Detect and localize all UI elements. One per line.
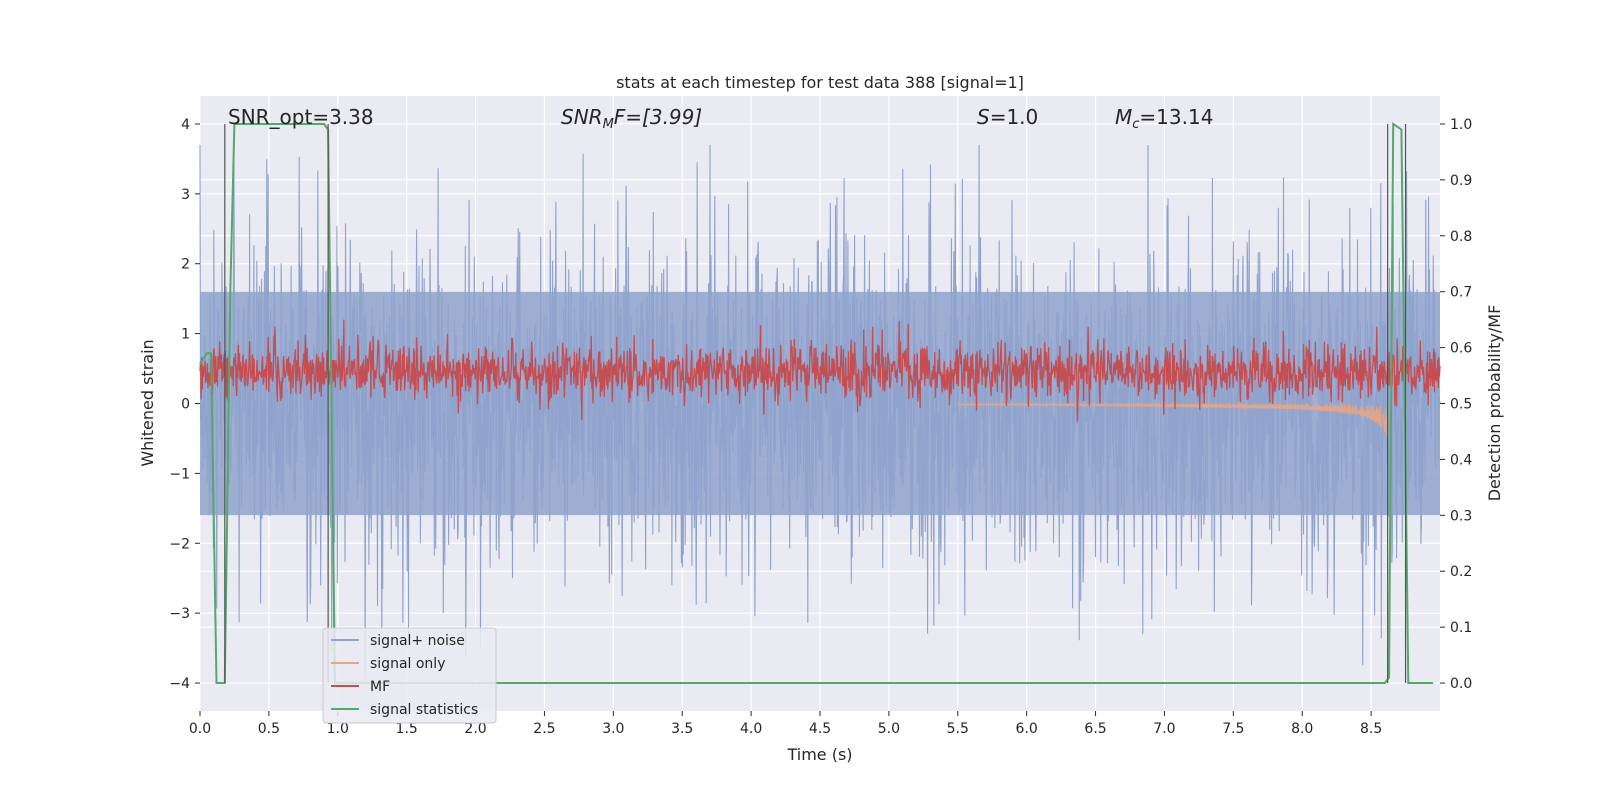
y-tick-label: 2 [181, 257, 190, 273]
x-tick-label: 5.5 [947, 721, 969, 737]
x-tick-label: 5.0 [878, 721, 900, 737]
y2-tick-label: 0.7 [1450, 285, 1472, 301]
y-tick-label: −3 [169, 606, 190, 622]
series-signal-statistics [199, 122, 1434, 684]
y-axis-label: Whitened strain [138, 339, 157, 466]
y-tick-label: 1 [181, 327, 190, 343]
annotation-mc-var: M [1115, 105, 1132, 129]
signal-only-line [957, 401, 1388, 437]
x-axis-label: Time (s) [786, 745, 852, 764]
x-tick-label: 4.5 [809, 721, 831, 737]
signal-noise-line [199, 144, 1441, 684]
x-tick-label: 8.0 [1291, 721, 1313, 737]
x-tick-label: 8.5 [1360, 721, 1382, 737]
x-tick-label: 0.0 [189, 721, 211, 737]
y-axis-ticks: −4 −3 −2 −1 0 1 2 3 4 [169, 117, 200, 692]
series-signal-only [957, 401, 1388, 437]
x-tick-label: 6.0 [1016, 721, 1038, 737]
annotation-mc-sub: c [1132, 117, 1139, 132]
mf-line [199, 319, 1441, 422]
series-signal-noise [199, 144, 1441, 684]
annotation-snr-mf-rest: F=[3.99] [614, 105, 702, 129]
legend-label-signal-statistics: signal statistics [370, 702, 478, 718]
annotation-mc-rest: =13.14 [1139, 105, 1213, 129]
y2-tick-label: 1.0 [1450, 117, 1472, 133]
legend: signal+ noise signal only MF signal stat… [322, 627, 497, 724]
x-tick-label: 1.5 [396, 721, 418, 737]
y2-tick-label: 0.5 [1450, 397, 1472, 413]
x-tick-label: 4.0 [740, 721, 762, 737]
y2-tick-label: 0.2 [1450, 564, 1472, 580]
y-tick-label: −4 [169, 676, 190, 692]
x-tick-label: 2.5 [533, 721, 555, 737]
y-tick-label: −2 [169, 536, 190, 552]
y-tick-label: 3 [181, 187, 190, 203]
annotation-mc: Mc=13.14 [1115, 105, 1213, 132]
x-tick-label: 2.0 [464, 721, 486, 737]
annotation-snr-opt: SNR_opt=3.38 [228, 105, 374, 129]
chart-title: stats at each timestep for test data 388… [616, 73, 1024, 92]
legend-label-signal-only: signal only [370, 656, 445, 672]
x-tick-label: 7.5 [1222, 721, 1244, 737]
y2-tick-label: 0.6 [1450, 341, 1472, 357]
annotation-s: S=1.0 [977, 105, 1038, 129]
x-tick-label: 6.5 [1084, 721, 1106, 737]
y-tick-label: 4 [181, 117, 190, 133]
legend-label-signal-noise: signal+ noise [370, 633, 465, 649]
y2-axis-label: Detection probability/MF [1485, 305, 1504, 502]
x-axis-ticks: 0.0 0.5 1.0 1.5 2.0 2.5 3.0 3.5 4.0 4.5 5.0 5.5 6.0 6… [189, 711, 1382, 737]
signal-statistics-line [199, 122, 1434, 684]
x-tick-label: 3.0 [602, 721, 624, 737]
y2-tick-label: 0.3 [1450, 508, 1472, 524]
x-tick-label: 1.0 [327, 721, 349, 737]
vertical-markers [224, 123, 1407, 684]
x-tick-label: 3.5 [671, 721, 693, 737]
annotation-s-rest: =1.0 [990, 105, 1039, 129]
y-tick-label: 0 [181, 397, 190, 413]
annotation-snr-mf: SNRMF=[3.99] [561, 105, 702, 132]
x-tick-label: 0.5 [258, 721, 280, 737]
y2-tick-label: 0.8 [1450, 229, 1472, 245]
annotation-s-var: S [977, 105, 990, 129]
y2-tick-label: 0.4 [1450, 452, 1472, 468]
x-tick-label: 7.0 [1153, 721, 1175, 737]
series-mf [199, 319, 1441, 422]
legend-box [322, 627, 497, 724]
y2-tick-label: 0.9 [1450, 173, 1472, 189]
y2-tick-label: 0.1 [1450, 620, 1472, 636]
y2-tick-label: 0.0 [1450, 676, 1472, 692]
annotation-snr-mf-var: SNR [561, 105, 603, 129]
legend-label-mf: MF [370, 679, 390, 695]
annotation-snr-mf-sub: M [603, 117, 614, 132]
y2-axis-ticks: 0.0 0.1 0.2 0.3 0.4 0.5 0.6 0.7 0.8 0.9 1.0 [1440, 117, 1472, 692]
y-tick-label: −1 [169, 466, 190, 482]
